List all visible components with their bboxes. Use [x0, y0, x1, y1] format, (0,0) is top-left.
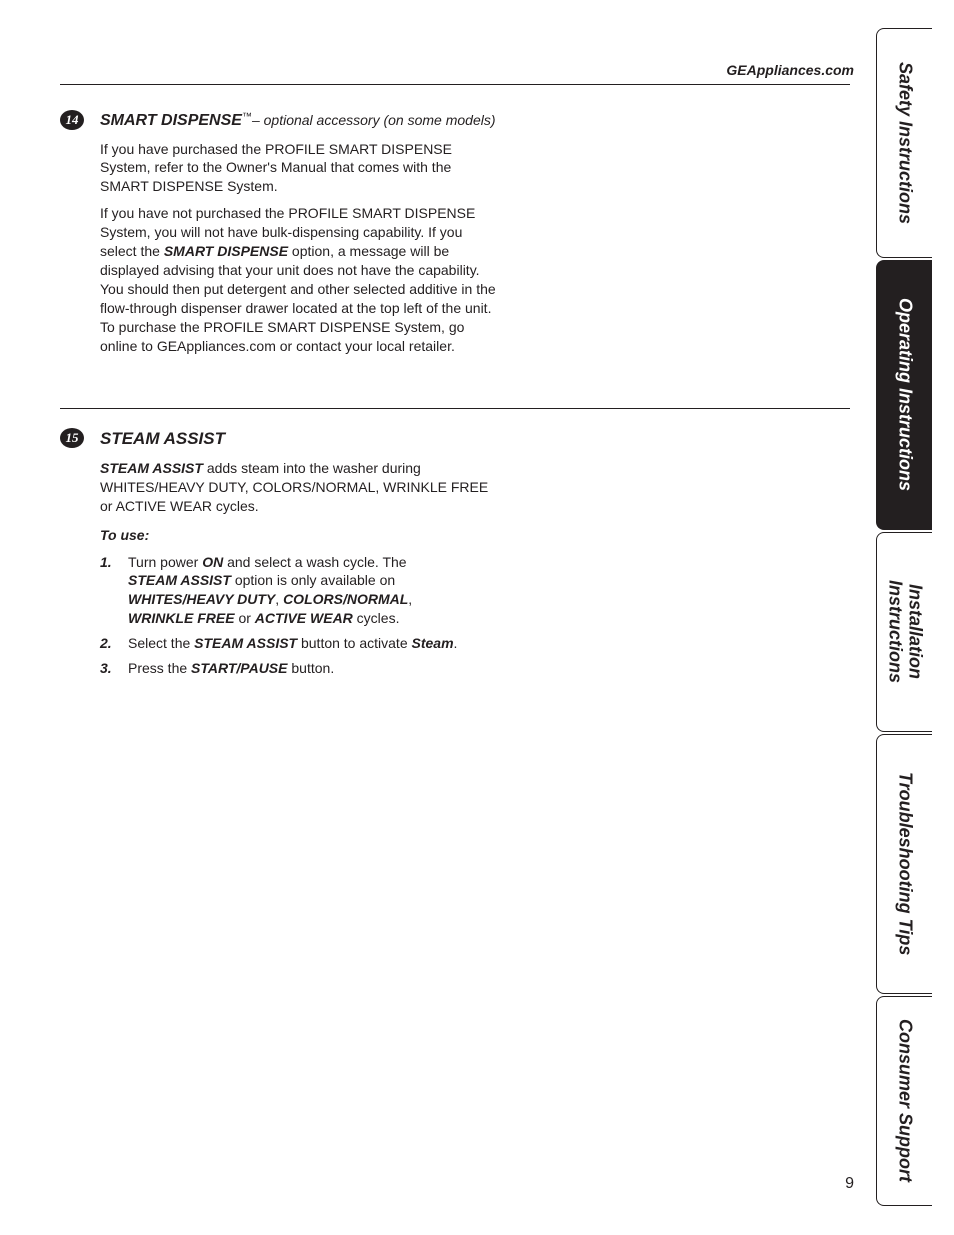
smart-dispense-title: SMART DISPENSE [100, 112, 242, 129]
tab-installation-instructions[interactable]: Installation Instructions [876, 532, 932, 732]
tab-label: Troubleshooting Tips [895, 772, 915, 955]
s1t1: Turn power [128, 554, 202, 570]
tab-label: Installation Instructions [885, 580, 925, 683]
page: GEAppliances.com 14 SMART DISPENSE™– opt… [0, 0, 954, 1235]
s1t7: , [275, 591, 283, 607]
s1t4: STEAM ASSIST [128, 572, 231, 588]
s1t11: or [235, 610, 255, 626]
steam-assist-p1: STEAM ASSIST adds steam into the washer … [100, 459, 500, 516]
section-14-content: SMART DISPENSE™– optional accessory (on … [100, 110, 500, 355]
page-number: 9 [845, 1175, 854, 1193]
step-bullet-15: 15 [60, 426, 84, 450]
s1t3: and select a wash cycle. The [223, 554, 406, 570]
step-3: 3. Press the START/PAUSE button. [100, 659, 500, 678]
s1t9: , [408, 591, 412, 607]
s2t4: Steam [412, 635, 454, 651]
step-2-num: 2. [100, 634, 112, 653]
steam-assist-title: STEAM ASSIST [100, 428, 500, 451]
smart-dispense-subtitle: – optional accessory (on some models) [252, 112, 496, 128]
s2t3: button to activate [297, 635, 411, 651]
s2t5: . [454, 635, 458, 651]
s3t3: button. [288, 660, 335, 676]
step-2: 2. Select the STEAM ASSIST button to act… [100, 634, 500, 653]
s1t10: WRINKLE FREE [128, 610, 235, 626]
s1t6: WHITES/HEAVY DUTY [128, 591, 275, 607]
tab-consumer-support[interactable]: Consumer Support [876, 996, 932, 1206]
bullet-number: 14 [66, 112, 80, 127]
header-url: GEAppliances.com [726, 62, 854, 78]
s1t13: cycles. [353, 610, 400, 626]
smart-dispense-p1: If you have purchased the PROFILE SMART … [100, 140, 500, 197]
s2t1: Select the [128, 635, 194, 651]
p2-part-b: SMART DISPENSE [164, 243, 288, 259]
tab-label: Operating Instructions [895, 298, 915, 491]
s2t2: STEAM ASSIST [194, 635, 297, 651]
s1t5: option is only available on [231, 572, 395, 588]
s3t2: START/PAUSE [191, 660, 287, 676]
section-14-heading: SMART DISPENSE™– optional accessory (on … [100, 110, 500, 132]
trademark: ™ [242, 111, 252, 122]
tab-operating-instructions[interactable]: Operating Instructions [876, 260, 932, 530]
section-steam-assist: 15 STEAM ASSIST STEAM ASSIST adds steam … [60, 428, 850, 684]
p2-part-c: option, a message will be displayed advi… [100, 243, 496, 353]
p1-part-a: STEAM ASSIST [100, 460, 203, 476]
bullet-number: 15 [66, 430, 80, 445]
tab-label: Consumer Support [895, 1019, 915, 1182]
s1t12: ACTIVE WEAR [255, 610, 353, 626]
step-3-num: 3. [100, 659, 112, 678]
to-use-label: To use: [100, 526, 500, 545]
step-1-num: 1. [100, 553, 112, 572]
step-bullet-14: 14 [60, 108, 84, 132]
s1t8: COLORS/NORMAL [283, 591, 408, 607]
divider-mid [60, 408, 850, 409]
s3t1: Press the [128, 660, 191, 676]
side-tabs: Safety Instructions Operating Instructio… [876, 28, 932, 1208]
step-1: 1. Turn power ON and select a wash cycle… [100, 553, 440, 629]
tab-label: Safety Instructions [895, 62, 915, 224]
s1t2: ON [202, 554, 223, 570]
section-15-content: STEAM ASSIST STEAM ASSIST adds steam int… [100, 428, 500, 678]
tab-troubleshooting-tips[interactable]: Troubleshooting Tips [876, 734, 932, 994]
steps-list: 1. Turn power ON and select a wash cycle… [100, 553, 500, 678]
section-smart-dispense: 14 SMART DISPENSE™– optional accessory (… [60, 110, 850, 363]
smart-dispense-p2: If you have not purchased the PROFILE SM… [100, 204, 500, 355]
divider-top [60, 84, 850, 85]
tab-safety-instructions[interactable]: Safety Instructions [876, 28, 932, 258]
